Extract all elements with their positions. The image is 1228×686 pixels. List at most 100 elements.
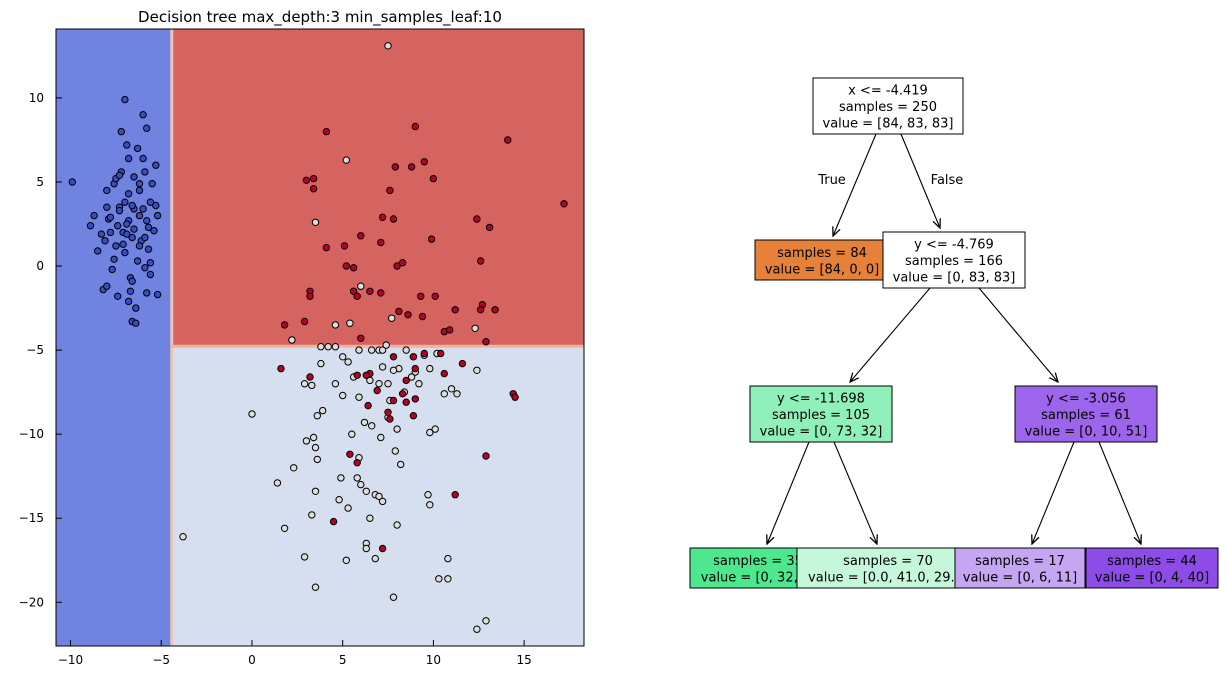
scatter-point	[280, 321, 289, 329]
plot-frame	[55, 28, 585, 647]
tree-edge-n2-n4	[978, 287, 1058, 382]
scatter-point	[337, 474, 345, 482]
scatter-point	[393, 521, 401, 529]
y-tick-label: 5	[36, 175, 44, 189]
scatter-title: Decision tree max_depth:3 min_samples_le…	[138, 8, 502, 27]
scatter-point	[440, 369, 448, 378]
tree-node-text: value = [84, 0, 0]	[765, 262, 879, 277]
scatter-point	[444, 575, 452, 583]
scatter-point	[471, 324, 479, 332]
scatter-point	[130, 173, 138, 181]
scatter-point	[389, 396, 398, 405]
tree-edge-root-n2	[900, 133, 940, 228]
scatter-point	[300, 317, 309, 326]
tree-edge-n3-n5	[767, 441, 810, 544]
scatter-points	[68, 42, 568, 633]
scatter-point	[415, 380, 423, 388]
scatter-point	[317, 359, 325, 368]
scatter-point	[353, 474, 361, 482]
scatter-point	[68, 178, 77, 186]
scatter-point	[97, 230, 106, 238]
scatter-point	[329, 517, 338, 526]
scatter-point	[319, 406, 327, 415]
scatter-point	[317, 343, 325, 351]
tree-node-box	[954, 547, 1086, 589]
scatter-point	[335, 496, 343, 504]
scatter-point	[322, 243, 331, 252]
scatter-point	[141, 233, 149, 242]
scatter-point	[121, 248, 129, 257]
scatter-point	[148, 180, 156, 188]
scatter-point	[130, 225, 138, 233]
scatter-point	[103, 282, 111, 290]
scatter-point	[331, 343, 340, 351]
scatter-point	[368, 346, 376, 354]
scatter-point	[378, 497, 387, 506]
scatter-point	[409, 412, 418, 420]
scatter-point	[135, 211, 144, 220]
scatter-point	[424, 491, 432, 499]
scatter-point	[106, 213, 115, 222]
scatter-point	[446, 326, 454, 334]
scatter-point	[349, 264, 358, 272]
scatter-point	[420, 158, 428, 166]
scatter-point	[378, 544, 387, 553]
y-axis-ticks: 10 5 0 −5 −10 −15 −20	[19, 91, 62, 609]
scatter-point	[152, 161, 160, 169]
scatter-plot-area	[56, 29, 584, 646]
scatter-point	[391, 163, 399, 171]
scatter-point	[124, 190, 133, 198]
scatter-point	[273, 479, 282, 487]
scatter-point	[431, 292, 439, 300]
scatter-point	[378, 213, 387, 222]
scatter-point	[331, 321, 340, 329]
scatter-point	[427, 235, 436, 243]
scatter-point	[357, 232, 365, 240]
scatter-point	[357, 480, 365, 489]
scatter-point	[482, 617, 490, 625]
scatter-point	[135, 180, 144, 188]
scatter-point	[153, 290, 162, 299]
scatter-point	[417, 292, 425, 300]
scatter-point	[451, 491, 459, 499]
tree-edge-root-n1	[833, 133, 877, 236]
scatter-point	[395, 307, 403, 316]
scatter-point	[409, 353, 418, 361]
scatter-point	[143, 289, 151, 297]
scatter-point	[324, 343, 332, 351]
scatter-point	[388, 314, 396, 322]
scatter-point	[146, 270, 155, 279]
tree-node-text: value = [84, 83, 83]	[823, 117, 954, 132]
scatter-point	[429, 174, 438, 183]
scatter-point	[277, 364, 285, 373]
tree-node-box	[1085, 547, 1219, 589]
tree-node-text: value = [0.0, 41.0, 29.0]	[808, 570, 968, 585]
scatter-point	[133, 144, 142, 153]
scatter-point	[248, 410, 256, 418]
tree-node-box	[1014, 385, 1158, 443]
scatter-point	[128, 277, 136, 285]
scatter-point	[346, 319, 354, 327]
scatter-point	[309, 433, 318, 442]
scatter-point	[139, 154, 147, 163]
scatter-point	[485, 223, 494, 232]
scatter-point	[353, 459, 361, 467]
scatter-point	[377, 433, 385, 442]
scatter-point	[128, 201, 136, 210]
scatter-point	[386, 415, 394, 423]
tree-node-text: samples = 70	[843, 554, 933, 569]
tree-node-text: value = [0, 4, 40]	[1095, 570, 1209, 585]
scatter-point	[322, 127, 331, 136]
scatter-point	[146, 259, 155, 267]
scatter-point	[389, 353, 398, 361]
scatter-point	[458, 359, 467, 368]
scatter-point	[397, 460, 405, 469]
scatter-point	[101, 237, 109, 245]
scatter-point	[402, 398, 410, 406]
scatter-point	[306, 373, 314, 381]
scatter-point	[384, 380, 392, 388]
scatter-point	[440, 390, 448, 398]
scatter-point	[384, 42, 392, 50]
